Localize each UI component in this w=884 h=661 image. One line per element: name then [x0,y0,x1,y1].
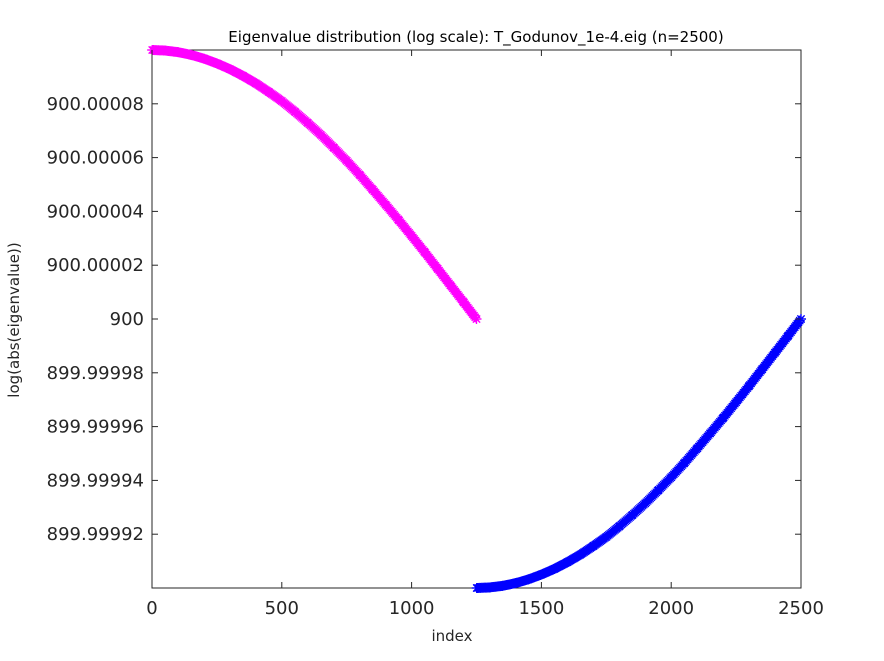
x-tick-label: 0 [146,598,157,619]
series-layer [147,45,806,593]
y-tick-label: 900 [110,309,144,330]
x-tick-label: 2500 [778,598,824,619]
plot-area [147,45,806,593]
y-tick-label: 899.99996 [47,417,144,438]
y-tick-label: 900.00004 [47,201,144,222]
series-marker-band [471,314,806,593]
x-tick-label: 1500 [518,598,564,619]
x-tick-label: 1000 [389,598,435,619]
series-1 [471,314,806,593]
y-tick-label: 899.99994 [47,470,144,491]
y-tick-label: 900.00008 [47,94,144,115]
x-axis-label: index [431,627,472,645]
y-tick-label: 900.00006 [47,148,144,169]
x-tick-label: 2000 [648,598,694,619]
y-tick-label: 899.99992 [47,524,144,545]
y-axis: 899.99992 899.99994 899.99996 899.99998 900 9… [47,94,801,545]
x-tick-label: 500 [265,598,299,619]
y-axis-label: log(abs(eigenvalue)) [5,242,23,397]
x-axis: 0 500 1000 1500 2000 2500 [146,50,824,619]
y-tick-label: 899.99998 [47,363,144,384]
chart-title: Eigenvalue distribution (log scale): T_G… [228,28,723,47]
y-tick-label: 900.00002 [47,255,144,276]
